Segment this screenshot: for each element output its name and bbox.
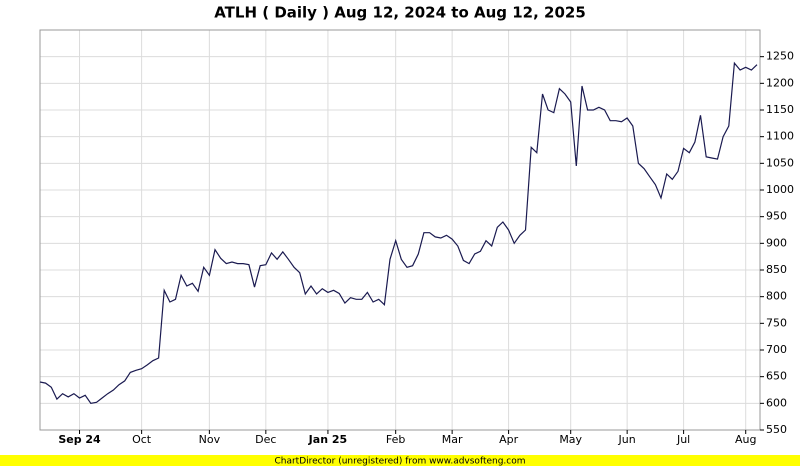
y-tick-label: 850 bbox=[766, 263, 787, 276]
price-line bbox=[39, 61, 758, 404]
y-tick-label: 600 bbox=[766, 396, 787, 409]
y-tick-label: 650 bbox=[766, 370, 787, 383]
x-tick-label: Oct bbox=[132, 433, 152, 446]
y-tick-label: 550 bbox=[766, 423, 787, 436]
x-tick-label: May bbox=[559, 433, 582, 446]
y-tick-label: 900 bbox=[766, 236, 787, 249]
x-tick-label: Sep 24 bbox=[58, 433, 101, 446]
y-tick-label: 1000 bbox=[766, 183, 794, 196]
grid bbox=[40, 30, 760, 431]
y-tick-label: 1200 bbox=[766, 76, 794, 89]
x-tick-label: Feb bbox=[386, 433, 405, 446]
y-tick-label: 950 bbox=[766, 210, 787, 223]
x-tick-label: Jan 25 bbox=[308, 433, 347, 446]
chart-title: ATLH ( Daily ) Aug 12, 2024 to Aug 12, 2… bbox=[214, 4, 586, 22]
y-tick-label: 800 bbox=[766, 290, 787, 303]
x-tick-label: Mar bbox=[442, 433, 463, 446]
x-tick-label: Nov bbox=[199, 433, 221, 446]
x-tick-label: Apr bbox=[499, 433, 519, 446]
x-tick-label: Jun bbox=[618, 433, 636, 446]
plot-frame bbox=[39, 29, 761, 431]
footer: ChartDirector (unregistered) from www.ad… bbox=[274, 457, 525, 466]
x-tick-label: Dec bbox=[255, 433, 276, 446]
y-tick-label: 700 bbox=[766, 343, 787, 356]
x-tick-label: Jul bbox=[676, 433, 690, 446]
y-tick-label: 1100 bbox=[766, 130, 794, 143]
footer-band bbox=[0, 455, 800, 466]
y-tick-label: 1250 bbox=[766, 50, 794, 63]
x-tick-label: Aug bbox=[735, 433, 756, 446]
y-tick-label: 750 bbox=[766, 316, 787, 329]
y-tick-label: 1150 bbox=[766, 103, 794, 116]
y-tick-label: 1050 bbox=[766, 156, 794, 169]
